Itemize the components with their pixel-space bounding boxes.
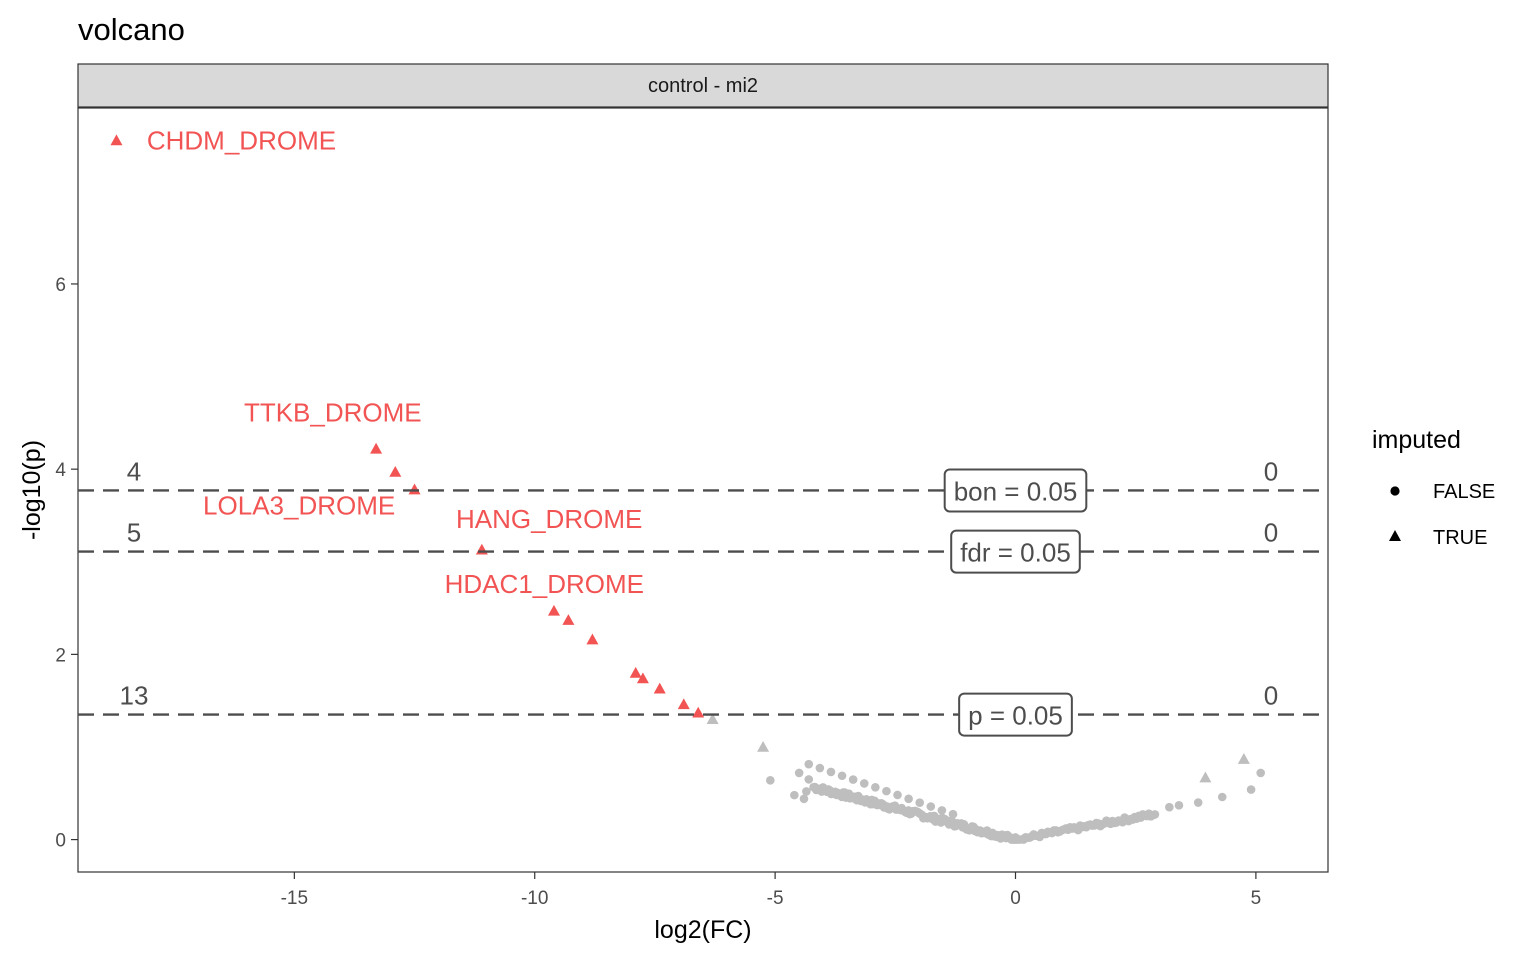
y-tick-label: 0: [55, 831, 66, 852]
threshold-label-box: [958, 692, 1073, 737]
threshold-label-box: [950, 529, 1081, 574]
count-right: 0: [1264, 518, 1278, 548]
significant-point: [370, 442, 383, 454]
legend-title: imputed: [1372, 426, 1461, 454]
nonsignificant-imputed-points: [706, 713, 1250, 783]
data-point: [893, 790, 902, 800]
x-axis-title: log2(FC): [654, 916, 751, 944]
data-point: [1193, 798, 1203, 807]
data-point: [882, 786, 891, 796]
significant-point: [547, 604, 560, 616]
data-point: [790, 790, 799, 800]
data-point-imputed: [757, 740, 770, 752]
data-point: [802, 787, 811, 796]
legend: imputed FALSE TRUE: [1372, 426, 1495, 549]
data-point: [937, 806, 947, 815]
y-tick-label: 4: [55, 460, 66, 481]
significant-point: [677, 698, 690, 710]
threshold-label: fdr = 0.05: [960, 538, 1071, 568]
significant-point: [692, 706, 705, 718]
data-point: [859, 779, 869, 788]
data-point: [804, 759, 814, 769]
data-point: [871, 782, 880, 792]
data-point: [1217, 792, 1227, 802]
legend-label-false: FALSE: [1433, 481, 1495, 503]
count-right: 0: [1264, 681, 1278, 711]
count-left: 4: [127, 456, 141, 486]
data-point: [948, 809, 958, 819]
data-point: [826, 767, 836, 777]
y-axis: 0 2 4 6: [55, 275, 78, 852]
chart-title: volcano: [78, 12, 185, 47]
data-point: [799, 794, 809, 804]
nonsignificant-points: [766, 759, 1265, 844]
significant-point: [110, 134, 123, 146]
data-point-imputed: [706, 713, 719, 724]
data-point: [766, 776, 775, 785]
x-tick-label: -10: [521, 888, 548, 909]
y-tick-label: 2: [55, 645, 66, 666]
gene-labels: CHDM_DROME TTKB_DROME LOLA3_DROME HANG_DROM…: [147, 125, 644, 599]
data-point: [904, 794, 913, 804]
significant-point: [389, 465, 402, 477]
threshold-lines: 4 0 bon = 0.05 5 0 fdr = 0.05 13 0 p = 0.05: [78, 456, 1328, 737]
gene-label: CHDM_DROME: [147, 125, 336, 155]
data-point: [915, 798, 925, 807]
count-left: 5: [127, 518, 141, 548]
significant-point: [629, 666, 642, 678]
data-point: [804, 775, 814, 784]
count-left: 13: [120, 681, 149, 711]
data-point: [1174, 801, 1184, 810]
gene-label: HANG_DROME: [456, 504, 642, 534]
facet-label: control - mi2: [648, 75, 758, 97]
gene-label: TTKB_DROME: [244, 398, 422, 428]
data-point: [815, 763, 825, 773]
data-point: [837, 771, 847, 781]
significant-point: [636, 672, 649, 684]
significant-point: [653, 682, 666, 694]
threshold-label: p = 0.05: [968, 701, 1063, 731]
data-point: [794, 768, 804, 778]
gene-label: LOLA3_DROME: [203, 490, 395, 520]
count-right: 0: [1264, 456, 1278, 486]
significant-point: [586, 633, 599, 645]
threshold-label: bon = 0.05: [954, 476, 1078, 506]
x-tick-label: 5: [1251, 888, 1262, 909]
x-tick-label: -5: [767, 888, 784, 909]
y-tick-label: 6: [55, 275, 66, 296]
x-axis: -15 -10 -5 0 5: [281, 872, 1262, 909]
x-tick-label: -15: [281, 888, 308, 909]
data-point: [1256, 768, 1265, 778]
x-tick-label: 0: [1010, 888, 1021, 909]
data-point: [926, 802, 936, 811]
gene-label: HDAC1_DROME: [445, 569, 644, 599]
legend-triangle-icon: [1389, 530, 1401, 541]
y-axis-title: -log10(p): [18, 440, 46, 540]
data-point: [848, 775, 858, 784]
legend-circle-icon: [1390, 486, 1400, 496]
threshold-label-box: [943, 468, 1088, 513]
data-point: [1165, 802, 1174, 812]
data-point-imputed: [1237, 753, 1250, 764]
data-point: [1246, 785, 1256, 794]
facet-strip: [77, 63, 1329, 108]
data-point-imputed: [1199, 771, 1212, 783]
legend-label-true: TRUE: [1433, 527, 1487, 549]
data-point: [1150, 810, 1160, 819]
significant-point: [562, 614, 575, 625]
